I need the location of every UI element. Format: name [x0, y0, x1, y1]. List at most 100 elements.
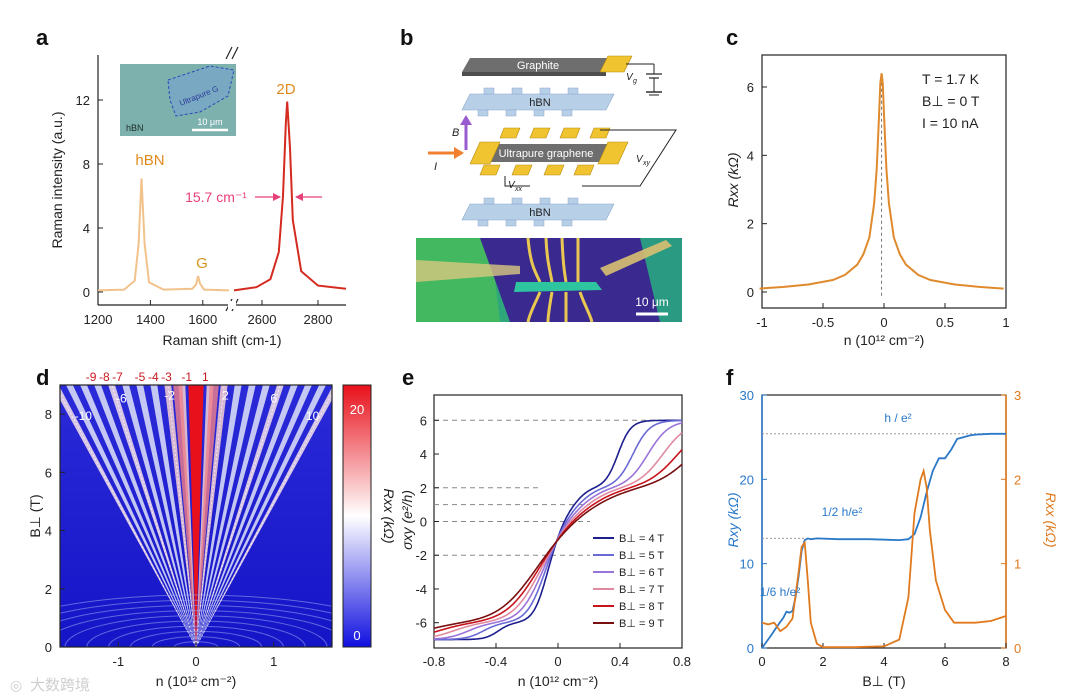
e-ytick-label: 0 [420, 515, 427, 530]
panel-b-device: b Graphite V g hBN [400, 25, 682, 322]
d-xtick-label: -1 [113, 654, 125, 669]
watermark-text: 大数跨境 [30, 676, 90, 694]
b-current-label: I [434, 161, 437, 173]
d-fan-wedge [196, 385, 312, 647]
a-ytick-label: 12 [76, 93, 90, 108]
svg-text:◎: ◎ [10, 678, 22, 694]
panel-c-rxx: c -1 -0.5 0 0.5 1 0 2 4 6 n (10¹² cm⁻²) Rxx (kΩ)… [725, 25, 1010, 348]
a-peak-g: G [196, 255, 208, 272]
e-legend-label: B⊥ = 8 T [619, 601, 664, 613]
f-plateau-6: 1/6 h/e² [760, 585, 801, 599]
d-osc-ring [108, 625, 284, 647]
b-field-label: B [452, 127, 459, 139]
f-plateau-2: 1/2 h/e² [822, 505, 863, 519]
e-xtick-label: 0.4 [611, 654, 629, 669]
a-xtick-label: 2800 [304, 312, 333, 327]
b-hbn-bottom-layer: hBN [461, 197, 615, 227]
b-vxx-label: V [508, 180, 516, 191]
d-colorbar [342, 384, 372, 648]
c-ticks: -1 -0.5 0 0.5 1 0 2 4 6 [747, 80, 1010, 330]
c-ytick-label: 6 [747, 80, 754, 95]
d-fan-stripes [60, 385, 332, 647]
c-ytick-label: 4 [747, 148, 754, 163]
e-ytick-label: -2 [415, 548, 427, 563]
a-peak-2d: 2D [276, 81, 295, 98]
f-series-rxy [761, 432, 1006, 649]
c-xtick-label: -1 [756, 315, 768, 330]
c-xtick-label: 1 [1002, 315, 1009, 330]
d-guide-line [111, 385, 197, 647]
b-device-photo: 10 μm [416, 238, 682, 322]
a-fwhm-arrows [255, 193, 322, 201]
d-fan-wedge [196, 385, 256, 647]
panel-b-label: b [400, 25, 413, 50]
e-xlabel: n (10¹² cm⁻²) [518, 673, 599, 689]
f-xtick-label: 0 [758, 654, 765, 669]
a-inset-material: hBN [126, 123, 144, 133]
f-ytick-label: 0 [747, 641, 754, 656]
e-legend-label: B⊥ = 9 T [619, 618, 664, 630]
f-y2tick-label: 3 [1014, 388, 1021, 403]
d-osc-ring [129, 630, 263, 647]
d-ytick-label: 4 [45, 524, 52, 539]
f-xlabel: B⊥ (T) [862, 673, 905, 689]
d-cb-label: Rxx (kΩ) [381, 489, 397, 544]
b-field-arrow: B [452, 115, 472, 150]
c-xlabel: n (10¹² cm⁻²) [844, 332, 925, 348]
f-y2tick-label: 2 [1014, 472, 1021, 487]
d-guide-line [195, 392, 332, 647]
a-ytick-label: 8 [83, 157, 90, 172]
d-inner-nu: 10 [306, 409, 320, 423]
a-xtick-label: 1400 [136, 312, 165, 327]
b-graphene-layer: Ultrapure graphene [469, 127, 629, 176]
c-xtick-label: 0 [880, 315, 887, 330]
panel-a-raman: a 1200 1400 1600 2600 2800 0 4 8 12 Raman shift … [36, 25, 347, 348]
b-photo-scale: 10 μm [635, 295, 669, 309]
f-right-ylabel: Rxx (kΩ) [1043, 493, 1059, 548]
panel-e-label: e [402, 365, 414, 390]
c-curves [759, 73, 1004, 298]
d-guide-line [195, 385, 225, 647]
d-fan-wedge [196, 385, 298, 647]
c-ann-i: I = 10 nA [922, 115, 979, 131]
panel-f-label: f [726, 365, 734, 390]
d-fan-wedge [196, 385, 242, 647]
b-vg-label: V [626, 72, 634, 83]
d-fan-wedge [65, 385, 196, 647]
d-top-nu: -8 [99, 370, 110, 384]
d-inner-nu: 2 [222, 389, 229, 403]
b-gate-source: V g [626, 63, 662, 96]
e-xtick-label: -0.4 [485, 654, 507, 669]
e-legend: B⊥ = 4 T B⊥ = 5 T B⊥ = 6 T B⊥ = 7 T B⊥ = 8 T… [593, 533, 664, 630]
e-legend-label: B⊥ = 6 T [619, 567, 664, 579]
e-legend-label: B⊥ = 4 T [619, 533, 664, 545]
d-cb-tick-0: 0 [353, 628, 360, 643]
f-xtick-label: 4 [880, 654, 887, 669]
d-cnp-band [188, 385, 204, 647]
d-fan-wedge [196, 387, 332, 647]
c-series-rxx [759, 73, 1004, 290]
f-left-ylabel: Rxy (kΩ) [725, 493, 741, 548]
b-vxx-sub: xx [514, 186, 523, 193]
b-current-arrow: I [428, 147, 464, 173]
b-voltage-wiring [504, 129, 677, 187]
c-ylabel: Rxx (kΩ) [725, 153, 741, 208]
d-ylabel: B⊥ (T) [27, 494, 43, 537]
d-osc-ring [60, 610, 332, 631]
d-xlabel: n (10¹² cm⁻²) [156, 673, 237, 689]
d-fan-wedge [196, 385, 228, 647]
b-graphite-text: Graphite [517, 60, 559, 72]
d-inner-nu: 6 [270, 392, 277, 406]
c-ann-t: T = 1.7 K [922, 71, 980, 87]
a-ticks: 1200 1400 1600 2600 2800 0 4 8 12 [76, 93, 333, 327]
d-inner-nu: -10 [75, 409, 93, 423]
d-fan-wedge [196, 385, 270, 647]
c-ytick-label: 0 [747, 285, 754, 300]
f-xtick-label: 8 [1002, 654, 1009, 669]
d-band-pos [196, 385, 219, 647]
b-vxy-label: V [636, 154, 644, 165]
d-fan-wedge [94, 385, 196, 647]
e-legend-label: B⊥ = 5 T [619, 550, 664, 562]
d-osc-ring [60, 594, 332, 607]
